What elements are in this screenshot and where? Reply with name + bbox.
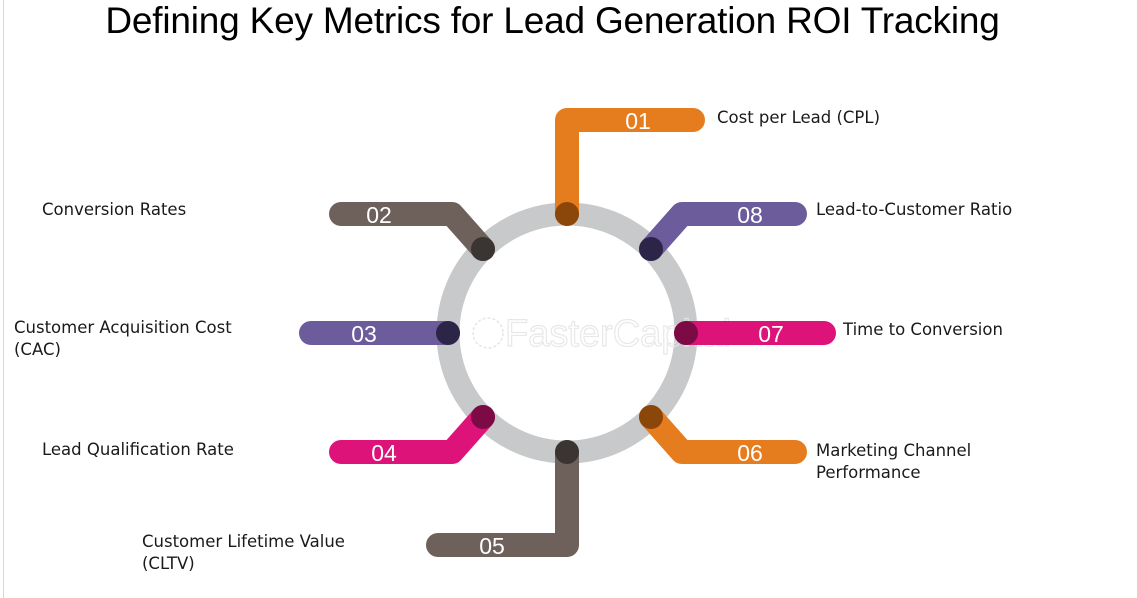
metric-03-label-line1: Customer Acquisition Cost: [14, 318, 232, 337]
metric-01-label: Cost per Lead (CPL): [717, 108, 881, 127]
diagram-title: Defining Key Metrics for Lead Generation…: [105, 0, 1000, 41]
metric-03-connector: 03: [299, 321, 460, 347]
metric-08-connector: 08: [639, 202, 807, 261]
metric-06-label-line1: Marketing Channel: [816, 441, 972, 460]
metric-04-number: 04: [371, 440, 397, 466]
metric-07-connector: 07: [674, 321, 836, 347]
metric-08-node: [639, 237, 663, 261]
metric-07-number: 07: [758, 321, 784, 347]
metric-06-connector: 06: [639, 405, 807, 466]
metric-03-label-line2: (CAC): [14, 340, 61, 359]
metric-01-connector: 01: [555, 108, 705, 226]
metric-01-number: 01: [625, 108, 651, 134]
metric-07-label: Time to Conversion: [843, 320, 1003, 339]
metric-04-node: [471, 405, 495, 429]
metric-06-number: 06: [737, 440, 763, 466]
metric-02-number: 02: [366, 202, 392, 228]
metric-02-node: [471, 237, 495, 261]
left-border: [3, 0, 4, 598]
metric-05-node: [555, 440, 579, 464]
metric-03-number: 03: [351, 321, 377, 347]
metric-01-node: [555, 202, 579, 226]
metric-05-label-line1: Customer Lifetime Value: [142, 532, 345, 551]
metric-02-label: Conversion Rates: [42, 200, 187, 219]
metric-06-node: [639, 405, 663, 429]
metric-03-label: Customer Acquisition Cost (CAC): [14, 317, 232, 361]
metric-05-label-line2: (CLTV): [142, 554, 195, 573]
metric-06-label-line2: Performance: [816, 463, 921, 482]
metric-02-connector: 02: [329, 202, 495, 261]
metric-04-label: Lead Qualification Rate: [42, 440, 234, 459]
metric-08-label: Lead-to-Customer Ratio: [816, 200, 1013, 219]
metric-05-connector: 05: [426, 440, 579, 559]
metric-06-label: Marketing Channel Performance: [816, 440, 971, 484]
metric-05-label: Customer Lifetime Value (CLTV): [142, 531, 345, 575]
metric-03-node: [436, 321, 460, 345]
metric-08-number: 08: [737, 202, 763, 228]
gear-icon: [472, 317, 504, 349]
metric-05-number: 05: [479, 533, 505, 559]
metric-04-connector: 04: [329, 405, 495, 466]
metric-07-node: [674, 321, 698, 345]
